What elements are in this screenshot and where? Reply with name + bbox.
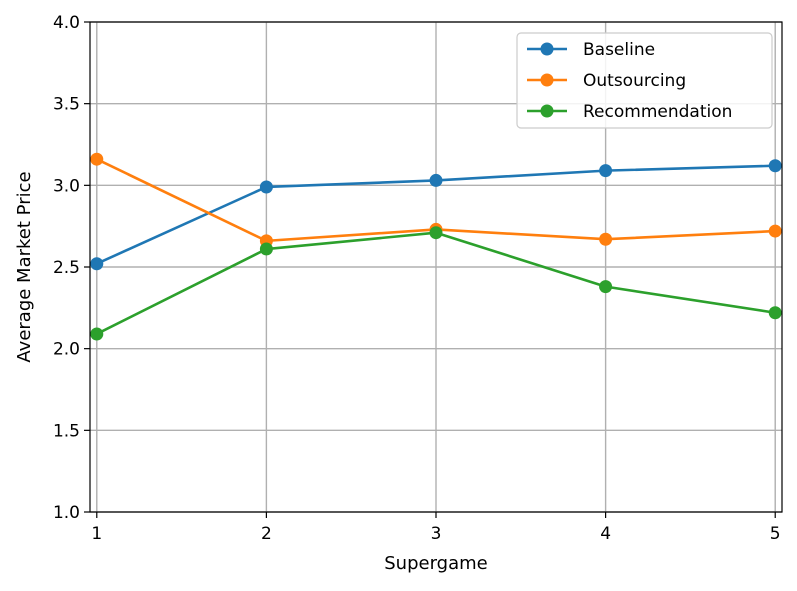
legend-item-outsourcing: Outsourcing [527,71,686,91]
legend: Baseline Outsourcing Recommendation [516,32,773,129]
data-point-recommendation [768,306,782,320]
x-tick-label: 4 [600,524,611,544]
data-point-baseline [768,159,782,173]
y-tick-label: 2.5 [53,258,80,278]
data-point-baseline [259,180,273,194]
data-point-outsourcing [768,224,782,238]
series-recommendation [90,226,782,341]
y-axis: 1.0 1.5 2.0 2.5 3.0 3.5 4.0 [53,13,90,523]
legend-label: Baseline [583,40,655,60]
legend-swatch-marker [540,73,554,87]
y-axis-label: Average Market Price [14,171,35,362]
legend-swatch-marker [540,104,554,118]
y-tick-label: 3.0 [53,176,80,196]
data-point-baseline [599,164,613,178]
data-point-baseline [90,257,104,271]
legend-swatch-marker [540,42,554,56]
legend-item-recommendation: Recommendation [527,102,732,122]
data-point-recommendation [599,280,613,294]
data-point-recommendation [429,226,443,240]
y-tick-label: 4.0 [53,13,80,33]
x-tick-label: 3 [431,524,442,544]
x-axis: 1 2 3 4 5 [91,512,781,544]
y-tick-label: 3.5 [53,95,80,115]
legend-label: Outsourcing [583,71,686,91]
data-point-recommendation [90,327,104,341]
data-point-baseline [429,173,443,187]
y-tick-label: 2.0 [53,340,80,360]
legend-item-baseline: Baseline [527,40,655,60]
x-axis-label: Supergame [384,553,487,574]
legend-box [516,32,773,129]
data-point-recommendation [259,242,273,256]
legend-label: Recommendation [583,102,732,122]
data-point-outsourcing [90,152,104,166]
data-point-outsourcing [599,232,613,246]
series-layer [90,152,782,341]
x-tick-label: 5 [770,524,781,544]
y-tick-label: 1.0 [53,503,80,523]
x-tick-label: 1 [91,524,102,544]
y-tick-label: 1.5 [53,421,80,441]
x-tick-label: 2 [261,524,272,544]
